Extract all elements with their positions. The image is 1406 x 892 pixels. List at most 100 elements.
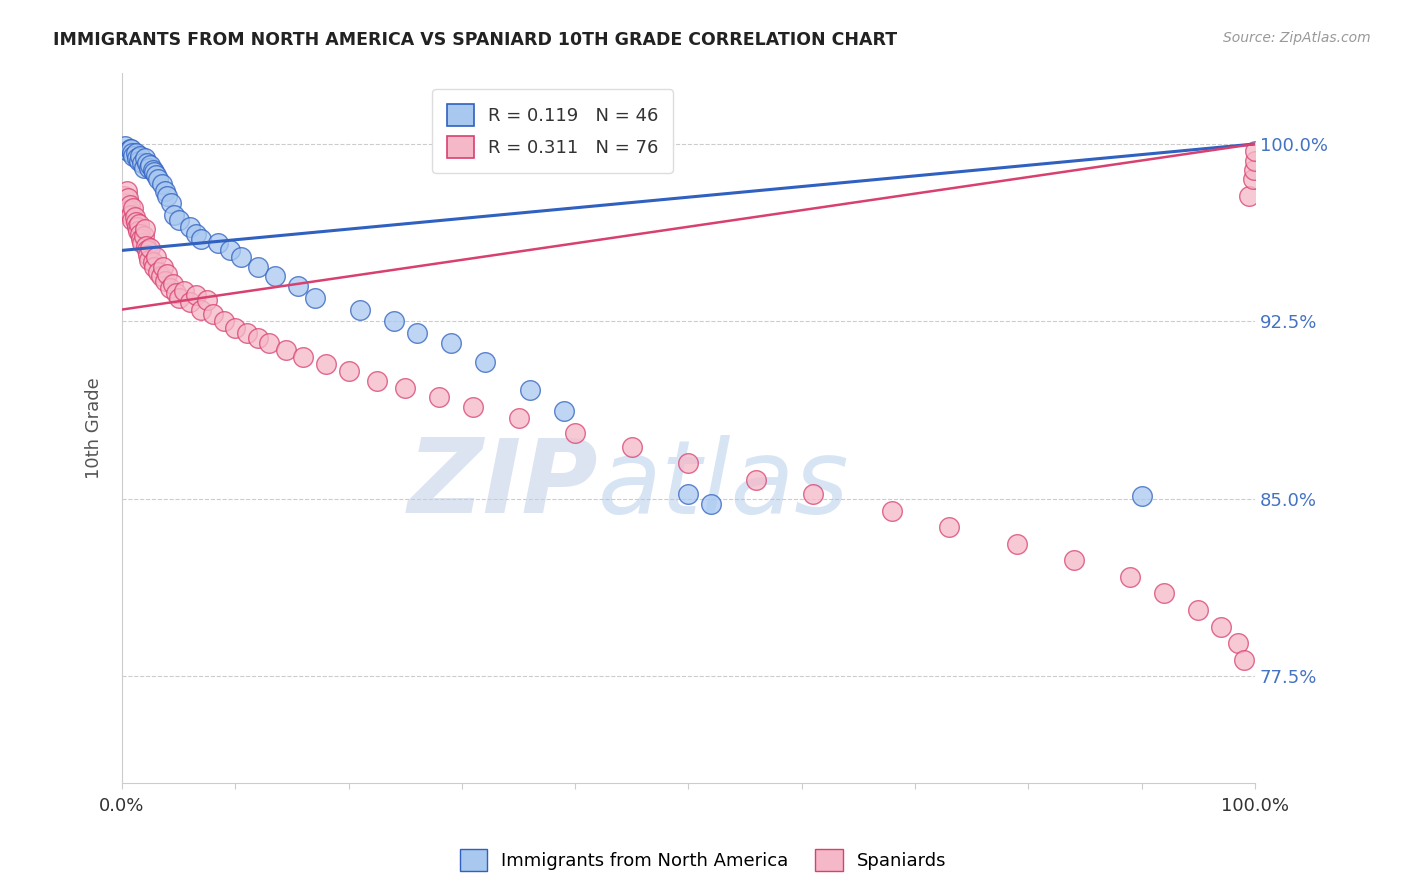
Point	[315, 357, 337, 371]
Point	[179, 295, 201, 310]
Point	[118, 203, 141, 218]
Point	[1237, 189, 1260, 203]
Point	[125, 219, 148, 234]
Point	[801, 487, 824, 501]
Point	[117, 144, 139, 158]
Point	[508, 411, 530, 425]
Point	[124, 146, 146, 161]
Point	[128, 218, 150, 232]
Point	[292, 350, 315, 364]
Point	[1209, 619, 1232, 633]
Point	[117, 191, 139, 205]
Point	[139, 241, 162, 255]
Point	[142, 163, 165, 178]
Point	[246, 260, 269, 274]
Point	[138, 252, 160, 267]
Point	[246, 331, 269, 345]
Point	[190, 302, 212, 317]
Point	[1063, 553, 1085, 567]
Point	[159, 281, 181, 295]
Point	[129, 149, 152, 163]
Text: IMMIGRANTS FROM NORTH AMERICA VS SPANIARD 10TH GRADE CORRELATION CHART: IMMIGRANTS FROM NORTH AMERICA VS SPANIAR…	[53, 31, 897, 49]
Point	[159, 196, 181, 211]
Point	[167, 291, 190, 305]
Point	[148, 172, 170, 186]
Point	[129, 227, 152, 241]
Point	[136, 248, 159, 262]
Point	[153, 274, 176, 288]
Point	[882, 503, 904, 517]
Point	[120, 142, 142, 156]
Point	[1244, 153, 1267, 168]
Point	[121, 146, 143, 161]
Point	[132, 161, 155, 175]
Point	[678, 456, 700, 470]
Point	[145, 251, 167, 265]
Point	[1005, 537, 1028, 551]
Point	[304, 291, 326, 305]
Point	[134, 222, 156, 236]
Point	[156, 267, 179, 281]
Legend: Immigrants from North America, Spaniards: Immigrants from North America, Spaniards	[453, 842, 953, 879]
Point	[136, 244, 159, 258]
Point	[678, 487, 700, 501]
Point	[745, 473, 768, 487]
Point	[163, 208, 186, 222]
Point	[337, 364, 360, 378]
Point	[276, 343, 298, 357]
Point	[382, 314, 405, 328]
Legend: R = 0.119   N = 46, R = 0.311   N = 76: R = 0.119 N = 46, R = 0.311 N = 76	[432, 89, 673, 173]
Point	[149, 269, 172, 284]
Point	[138, 161, 160, 175]
Point	[124, 211, 146, 225]
Point	[1153, 586, 1175, 600]
Point	[1130, 490, 1153, 504]
Point	[1226, 636, 1249, 650]
Point	[114, 196, 136, 211]
Point	[142, 165, 165, 179]
Point	[224, 321, 246, 335]
Point	[145, 168, 167, 182]
Point	[190, 231, 212, 245]
Point	[118, 142, 141, 156]
Point	[184, 288, 207, 302]
Point	[700, 496, 723, 510]
Point	[134, 151, 156, 165]
Point	[128, 153, 150, 168]
Point	[122, 201, 145, 215]
Point	[1244, 144, 1267, 158]
Point	[212, 314, 235, 328]
Point	[120, 208, 142, 222]
Point	[229, 251, 252, 265]
Point	[1241, 172, 1264, 186]
Point	[162, 277, 184, 291]
Point	[124, 215, 146, 229]
Point	[118, 198, 141, 212]
Point	[153, 184, 176, 198]
Point	[131, 236, 153, 251]
Point	[135, 238, 157, 252]
Point	[125, 151, 148, 165]
Point	[218, 244, 240, 258]
Point	[136, 156, 159, 170]
Point	[127, 225, 149, 239]
Text: atlas: atlas	[598, 434, 849, 534]
Point	[564, 425, 586, 440]
Point	[152, 260, 174, 274]
Point	[131, 156, 153, 170]
Point	[349, 302, 371, 317]
Point	[235, 326, 257, 341]
Point	[150, 177, 173, 191]
Point	[142, 260, 165, 274]
Point	[184, 227, 207, 241]
Point	[264, 269, 287, 284]
Point	[1232, 653, 1254, 667]
Point	[156, 189, 179, 203]
Point	[553, 404, 575, 418]
Point	[519, 383, 541, 397]
Point	[938, 520, 960, 534]
Point	[287, 279, 309, 293]
Point	[1243, 163, 1265, 178]
Point	[121, 212, 143, 227]
Point	[259, 335, 281, 350]
